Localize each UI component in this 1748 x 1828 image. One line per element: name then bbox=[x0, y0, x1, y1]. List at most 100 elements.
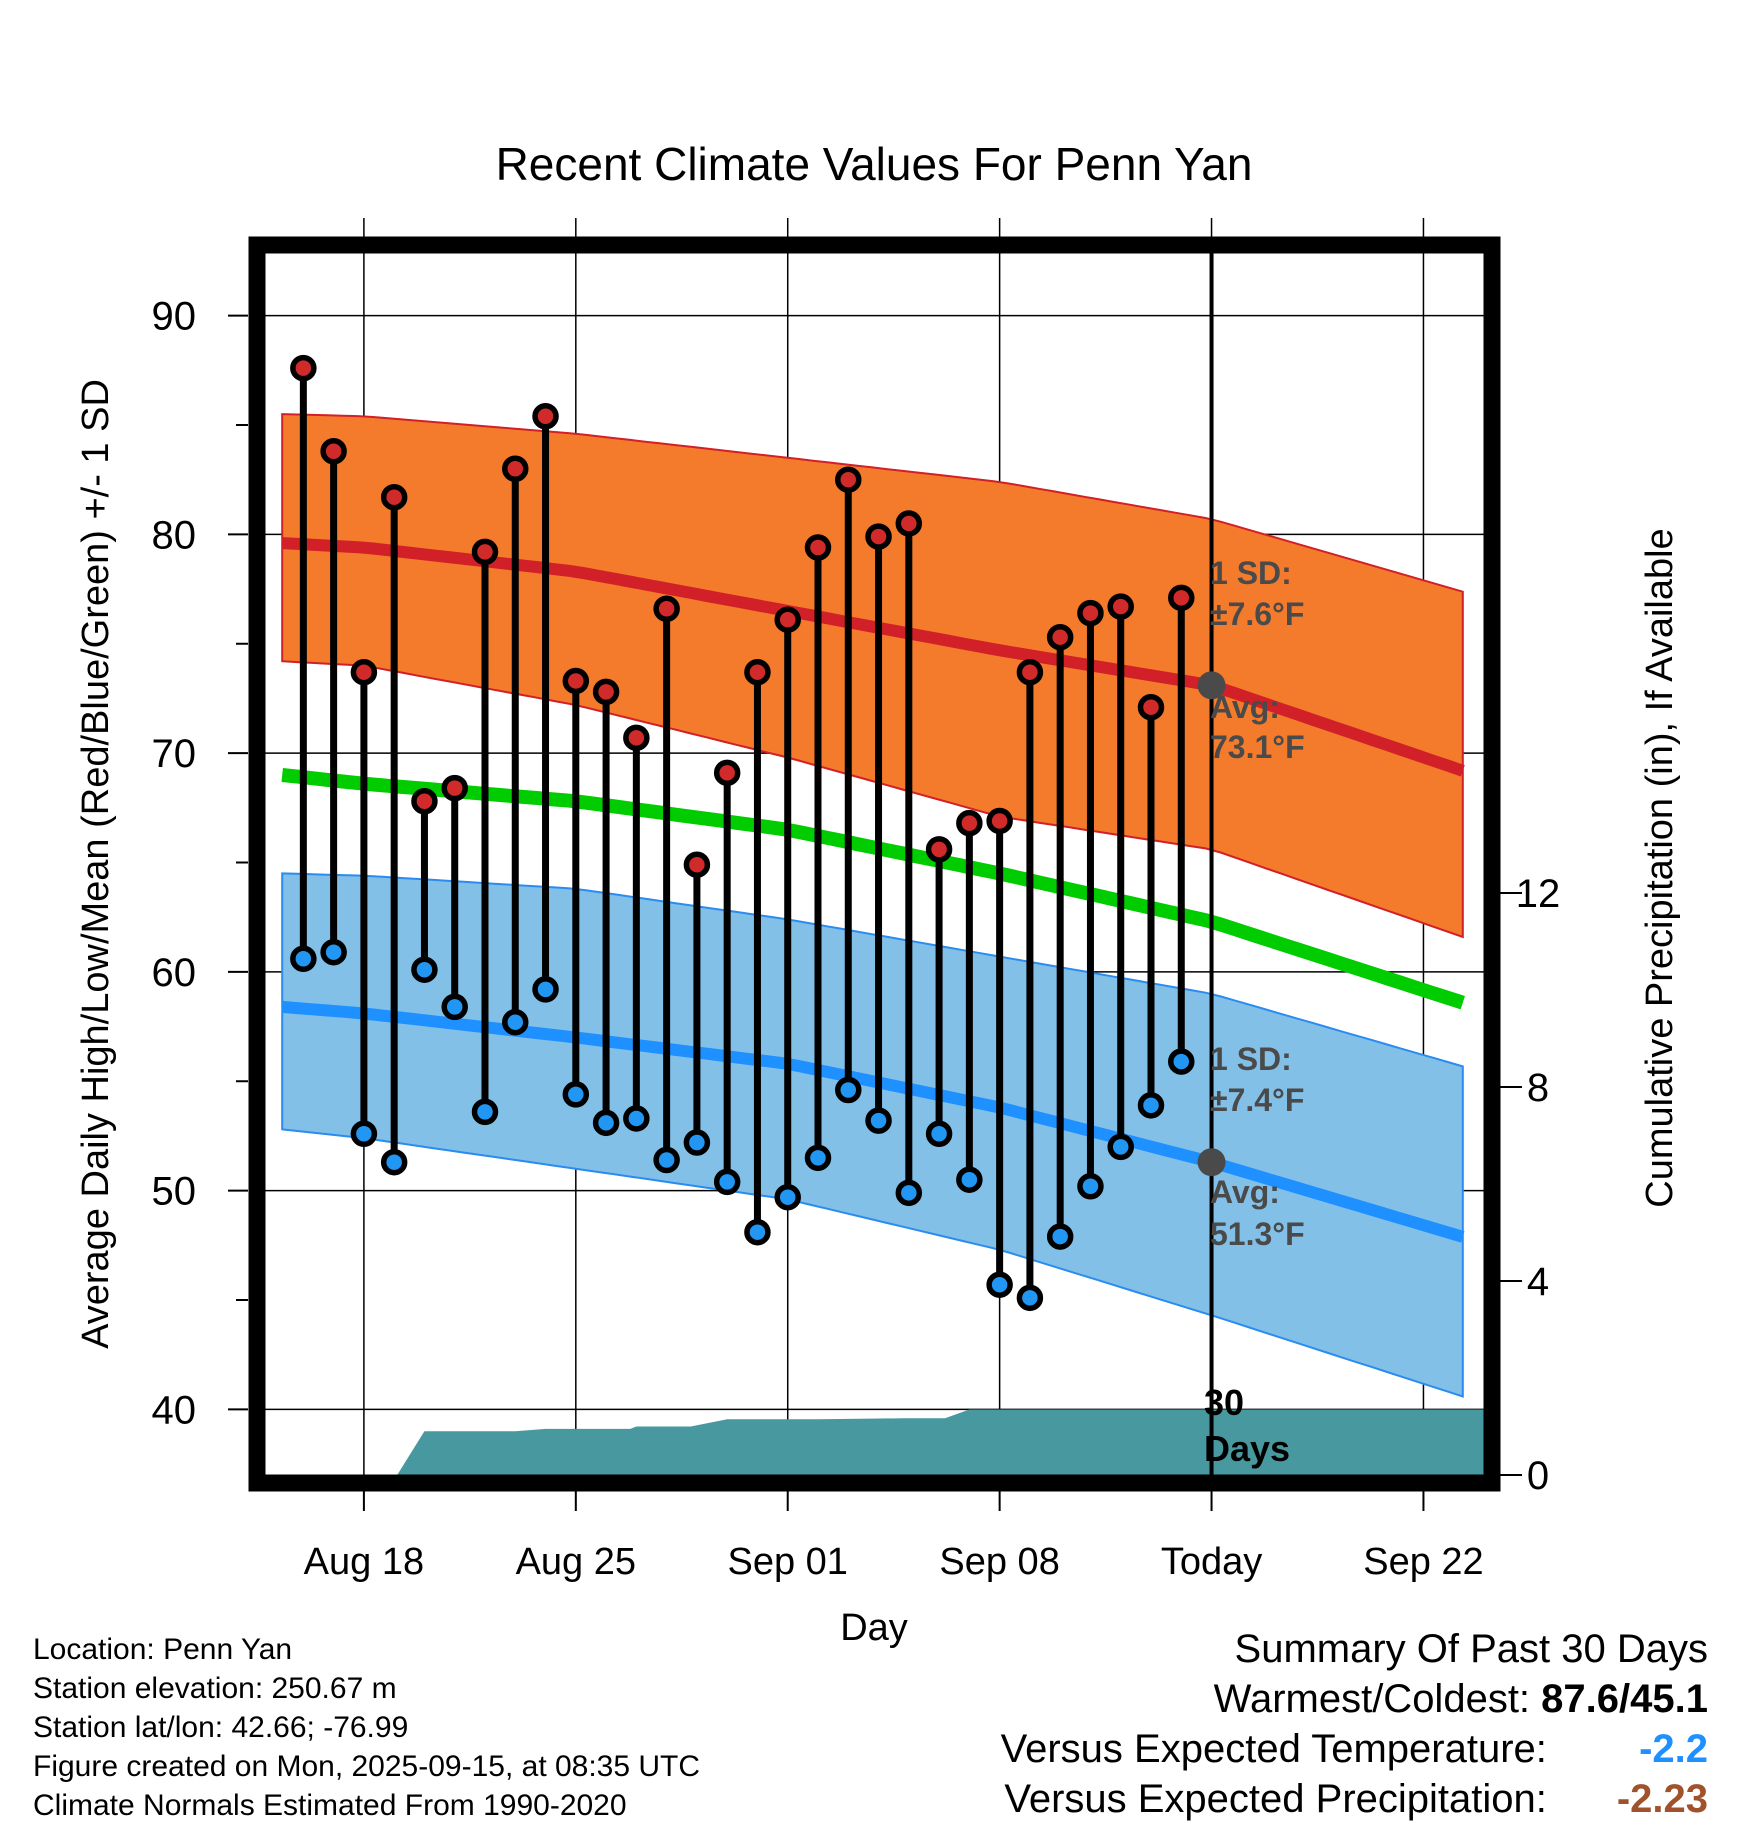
xtick-label-21: Sep 08 bbox=[939, 1541, 1059, 1583]
low-marker-14 bbox=[713, 1168, 741, 1196]
high-marker-24 bbox=[1016, 658, 1044, 686]
high-marker-12 bbox=[653, 595, 680, 622]
high-sd-band bbox=[281, 413, 1464, 939]
xtick-label-28: Today bbox=[1161, 1541, 1262, 1583]
low-marker-1 bbox=[320, 938, 347, 966]
low-marker-29 bbox=[1168, 1048, 1195, 1075]
xtick-label-0: Aug 18 bbox=[304, 1541, 424, 1583]
high-sd-value: ±7.6°F bbox=[1210, 596, 1304, 632]
high-marker-25 bbox=[1046, 623, 1074, 651]
low-marker-2 bbox=[350, 1120, 378, 1147]
high-avg-label: Avg: bbox=[1210, 689, 1280, 725]
precip-label: Versus Expected Precipitation: bbox=[1004, 1777, 1547, 1821]
y2tick-label-8: 8 bbox=[1527, 1066, 1549, 1110]
summary-panel: Summary Of Past 30 Days Warmest/Coldest:… bbox=[1001, 1624, 1708, 1824]
temp-label: Versus Expected Temperature: bbox=[1000, 1727, 1547, 1771]
annotations: 1 SD: ±7.6°F Avg: 73.1°F 1 SD: ±7.4°F Av… bbox=[1204, 555, 1305, 1469]
precip-area bbox=[397, 1409, 1484, 1475]
ytick-label-50: 50 bbox=[152, 1170, 197, 1214]
high-marker-16 bbox=[774, 606, 801, 633]
low-sd-label: 1 SD: bbox=[1210, 1041, 1292, 1077]
latlon-text: Station lat/lon: 42.66; -76.99 bbox=[33, 1711, 409, 1744]
y-axis-title: Average Daily High/Low/Mean (Red/Blue/Gr… bbox=[75, 379, 117, 1349]
high-marker-2 bbox=[350, 658, 378, 686]
low-avg-value: 51.3°F bbox=[1210, 1216, 1305, 1252]
daily-range-stems bbox=[299, 368, 1185, 1298]
daily-markers bbox=[290, 354, 1195, 1312]
low-avg-label: Avg: bbox=[1210, 1174, 1280, 1210]
high-sd-label: 1 SD: bbox=[1210, 555, 1292, 591]
low-marker-27 bbox=[1107, 1133, 1134, 1161]
xtick-label-7: Aug 25 bbox=[516, 1541, 636, 1583]
low-marker-11 bbox=[623, 1105, 650, 1132]
ytick-label-70: 70 bbox=[152, 732, 197, 776]
high-marker-8 bbox=[532, 403, 559, 430]
y2tick-label-12: 12 bbox=[1516, 872, 1561, 916]
ytick-label-40: 40 bbox=[152, 1388, 197, 1432]
summary-warm-cold: Warmest/Coldest: 87.6/45.1 bbox=[1001, 1674, 1708, 1724]
low-marker-12 bbox=[653, 1146, 680, 1174]
high-marker-15 bbox=[744, 658, 771, 686]
precip-value: -2.23 bbox=[1616, 1777, 1708, 1821]
plot-frame bbox=[248, 236, 1501, 1492]
elevation-text: Station elevation: 250.67 m bbox=[33, 1672, 397, 1705]
y2tick-label-0: 0 bbox=[1527, 1454, 1549, 1498]
high-marker-22 bbox=[956, 809, 983, 837]
summary-heading: Summary Of Past 30 Days bbox=[1234, 1627, 1708, 1671]
low-marker-17 bbox=[804, 1144, 832, 1172]
high-marker-27 bbox=[1107, 593, 1134, 620]
high-marker-11 bbox=[623, 724, 650, 752]
low-marker-16 bbox=[774, 1183, 801, 1211]
xtick-label-35: Sep 22 bbox=[1363, 1541, 1483, 1583]
ytick-label-80: 80 bbox=[152, 513, 197, 557]
high-marker-9 bbox=[562, 667, 590, 695]
temp-value: -2.2 bbox=[1639, 1727, 1708, 1771]
today-low-avg-marker bbox=[1197, 1148, 1226, 1177]
high-marker-20 bbox=[895, 510, 923, 537]
station-info: Location: Penn Yan Station elevation: 25… bbox=[33, 1630, 700, 1825]
low-marker-3 bbox=[380, 1148, 408, 1176]
y2tick-label-4: 4 bbox=[1527, 1260, 1549, 1304]
high-marker-4 bbox=[411, 788, 438, 815]
high-marker-10 bbox=[592, 678, 620, 706]
low-marker-24 bbox=[1016, 1284, 1044, 1312]
low-marker-6 bbox=[471, 1098, 499, 1126]
low-marker-15 bbox=[744, 1218, 771, 1246]
low-marker-9 bbox=[562, 1081, 590, 1108]
high-avg-value: 73.1°F bbox=[1210, 729, 1305, 765]
low-marker-10 bbox=[592, 1109, 620, 1137]
mean-avg-line bbox=[281, 768, 1465, 1010]
high-marker-21 bbox=[925, 836, 953, 863]
high-marker-19 bbox=[865, 523, 892, 550]
low-marker-25 bbox=[1046, 1223, 1074, 1250]
high-marker-23 bbox=[986, 807, 1013, 835]
created-text: Figure created on Mon, 2025-09-15, at 08… bbox=[33, 1750, 701, 1783]
ytick-label-90: 90 bbox=[152, 295, 197, 339]
low-marker-0 bbox=[290, 945, 317, 972]
normals-text: Climate Normals Estimated From 1990-2020 bbox=[33, 1789, 627, 1822]
high-marker-26 bbox=[1077, 599, 1104, 627]
location-text: Location: Penn Yan bbox=[33, 1633, 293, 1666]
days-count: 30 bbox=[1204, 1382, 1244, 1423]
warm-cold-label: Warmest/Coldest: bbox=[1213, 1677, 1531, 1721]
low-marker-13 bbox=[683, 1129, 711, 1156]
low-marker-7 bbox=[502, 1008, 529, 1036]
low-avg-line bbox=[281, 1000, 1465, 1243]
days-label: Days bbox=[1204, 1428, 1290, 1469]
low-marker-18 bbox=[835, 1076, 862, 1104]
high-marker-17 bbox=[804, 534, 832, 561]
xtick-label-14: Sep 01 bbox=[727, 1541, 847, 1583]
high-marker-7 bbox=[502, 455, 529, 482]
low-marker-21 bbox=[925, 1120, 953, 1147]
high-marker-0 bbox=[290, 354, 317, 382]
high-marker-28 bbox=[1137, 693, 1165, 721]
summary-precip: Versus Expected Precipitation: -2.23 bbox=[1001, 1774, 1708, 1824]
high-marker-1 bbox=[320, 438, 347, 465]
low-marker-22 bbox=[956, 1166, 983, 1193]
high-marker-5 bbox=[441, 774, 468, 802]
low-marker-4 bbox=[411, 956, 438, 983]
warm-cold-value: 87.6/45.1 bbox=[1541, 1677, 1708, 1721]
ytick-label-60: 60 bbox=[152, 951, 197, 995]
precip-layer bbox=[397, 1409, 1484, 1475]
